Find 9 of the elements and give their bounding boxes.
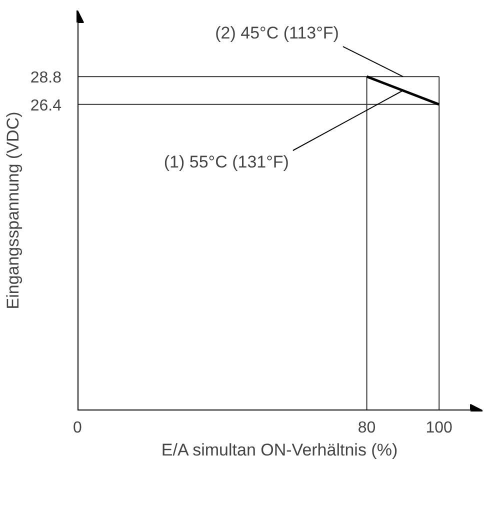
annotation: (2) 45°C (113°F) [215, 24, 339, 43]
y-tick-label: 28.8 [30, 70, 62, 87]
y-axis-title: Eingangsspannung (VDC) [3, 112, 22, 310]
x-tick-label: 0 [73, 420, 82, 436]
y-tick-label: 26.4 [30, 97, 62, 114]
x-axis-title: E/A simultan ON-Verhältnis (%) [161, 440, 398, 460]
x-tick-label: 100 [426, 420, 453, 436]
annotation: (1) 55°C (131°F) [164, 152, 289, 172]
x-tick-label: 80 [358, 420, 376, 436]
